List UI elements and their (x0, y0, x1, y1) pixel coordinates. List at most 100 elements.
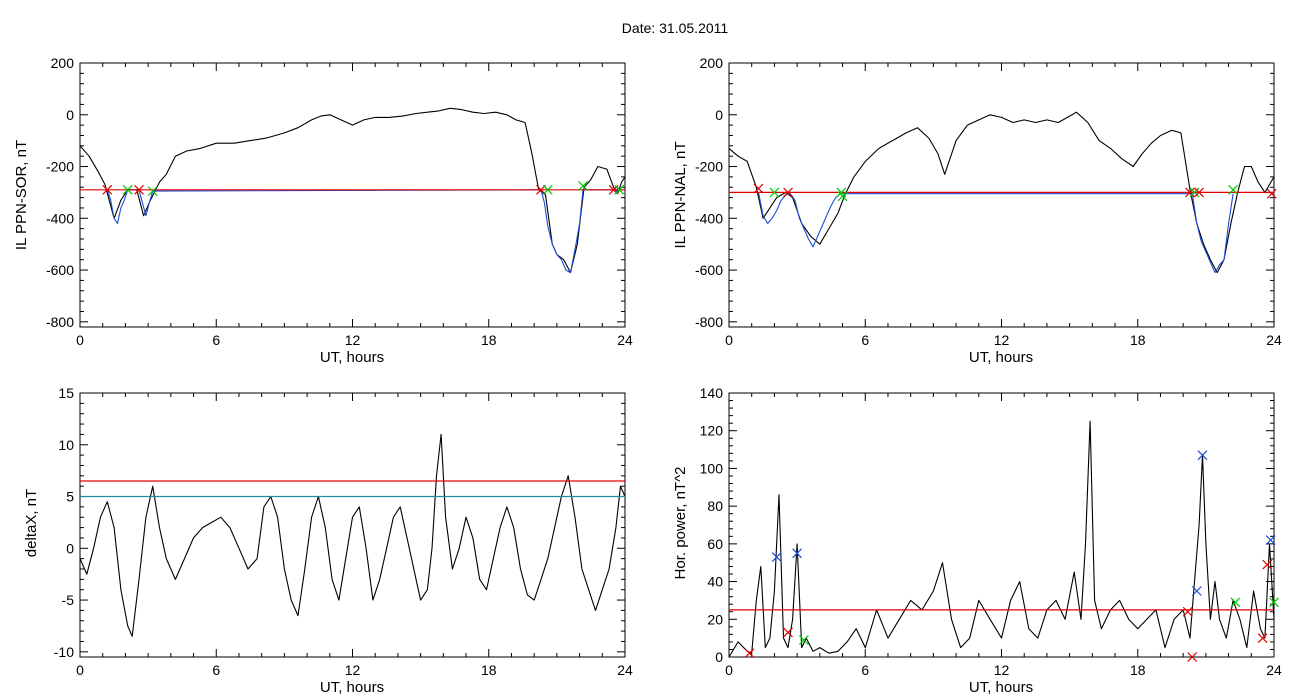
figure-title: Date: 31.05.2011 (622, 20, 729, 36)
panel-2-xlabel: UT, hours (320, 679, 384, 696)
event-marker (799, 635, 809, 645)
event-marker (1187, 652, 1198, 662)
event-marker-stroke (1182, 606, 1193, 617)
event-marker (744, 648, 755, 659)
event-marker-stroke (102, 184, 113, 195)
event-marker (122, 184, 133, 195)
event-marker (1269, 597, 1279, 608)
panel-il-ppn-nal: IL PPN-NAL, nT UT, hours (672, 142, 1033, 366)
x-tick-label: 18 (1130, 662, 1146, 678)
plot-frame (79, 392, 626, 658)
x-tick-label: 0 (725, 332, 733, 348)
event-marker-stroke (1228, 184, 1239, 195)
series-line-0 (79, 433, 626, 637)
panel-3-xlabel: UT, hours (969, 679, 1033, 696)
x-tick-label: 24 (617, 662, 633, 678)
x-tick-label: 12 (345, 332, 361, 348)
panel-hor-power: Hor. power, nT^2 UT, hours (672, 467, 1033, 696)
event-marker-stroke (614, 184, 625, 195)
event-marker-stroke (1266, 188, 1277, 199)
event-marker-stroke (542, 184, 553, 195)
x-tick-label: 6 (861, 332, 869, 348)
event-marker (1257, 633, 1268, 644)
plot-area-0: 0 6 12 18 24 -800 -600 -400 -200 0 200 (46, 55, 633, 348)
event-marker-stroke (1197, 450, 1208, 461)
y-tick-label: 120 (700, 423, 724, 439)
y-tick-label: 0 (715, 649, 723, 665)
y-tick-label: 100 (700, 460, 724, 476)
panel-3-ylabel: Hor. power, nT^2 (672, 467, 689, 580)
panel-1-xlabel: UT, hours (969, 349, 1033, 366)
y-tick-label: 40 (707, 574, 723, 590)
x-tick-label: 18 (1130, 332, 1146, 348)
event-marker-stroke (134, 184, 144, 195)
x-tick-label: 0 (76, 662, 84, 678)
x-tick-label: 24 (617, 332, 633, 348)
event-marker-stroke (837, 191, 848, 202)
y-tick-label: 0 (66, 540, 74, 556)
y-tick-label: -200 (695, 159, 723, 175)
x-tick-label: 24 (1266, 662, 1282, 678)
event-marker (837, 191, 848, 202)
event-marker (783, 627, 793, 638)
event-marker-stroke (771, 552, 782, 562)
y-tick-label: 60 (707, 536, 723, 552)
panel-0-xlabel: UT, hours (320, 349, 384, 366)
event-marker (1182, 606, 1193, 617)
event-marker-stroke (769, 187, 780, 198)
event-marker (792, 548, 803, 559)
y-tick-label: 200 (51, 55, 75, 71)
event-marker (1197, 450, 1208, 461)
event-marker (1265, 535, 1276, 546)
y-tick-label: -5 (62, 592, 75, 608)
event-marker (1228, 184, 1239, 195)
y-tick-label: 140 (700, 385, 724, 401)
x-tick-label: 24 (1266, 332, 1282, 348)
event-marker (542, 184, 553, 195)
event-marker-stroke (1262, 559, 1273, 570)
event-marker (836, 187, 847, 198)
y-tick-label: 15 (58, 385, 74, 401)
event-marker (769, 187, 780, 198)
event-marker-stroke (783, 627, 793, 638)
event-marker (147, 186, 158, 197)
y-tick-label: 0 (715, 107, 723, 123)
plot-area-2: 0 6 12 18 24 -10 -5 0 5 10 15 (54, 385, 633, 678)
y-tick-label: 0 (66, 107, 74, 123)
y-tick-label: 200 (700, 55, 724, 71)
event-marker (1230, 597, 1241, 608)
y-tick-label: -600 (46, 262, 74, 278)
event-marker-stroke (1189, 187, 1200, 198)
event-marker-stroke (744, 648, 755, 659)
y-tick-label: -200 (46, 159, 74, 175)
event-marker (753, 183, 764, 194)
y-tick-label: -600 (695, 262, 723, 278)
panel-0-ylabel: IL PPN-SOR, nT (13, 140, 30, 250)
event-marker (1189, 187, 1200, 198)
series-line-0 (79, 107, 626, 274)
event-marker-stroke (1257, 633, 1268, 644)
x-tick-label: 0 (725, 662, 733, 678)
x-tick-label: 12 (345, 662, 361, 678)
event-marker-stroke (578, 181, 588, 191)
event-marker-stroke (1269, 597, 1279, 608)
panel-1-ylabel: IL PPN-NAL, nT (672, 142, 689, 249)
plot-frame (728, 392, 1275, 658)
x-tick-label: 18 (481, 662, 497, 678)
event-marker-stroke (836, 187, 847, 198)
event-marker (1194, 187, 1204, 198)
event-marker-stroke (1230, 597, 1241, 608)
x-tick-label: 12 (994, 662, 1010, 678)
event-marker-stroke (1187, 652, 1198, 662)
event-marker (1185, 187, 1195, 198)
series-line-0 (728, 111, 1275, 274)
y-tick-label: -400 (46, 210, 74, 226)
event-marker (1262, 559, 1273, 570)
x-tick-label: 6 (861, 662, 869, 678)
event-marker-stroke (1185, 187, 1195, 198)
event-marker (1266, 188, 1277, 199)
y-tick-label: -800 (695, 314, 723, 330)
event-marker-stroke (753, 183, 764, 194)
x-tick-label: 6 (212, 332, 220, 348)
